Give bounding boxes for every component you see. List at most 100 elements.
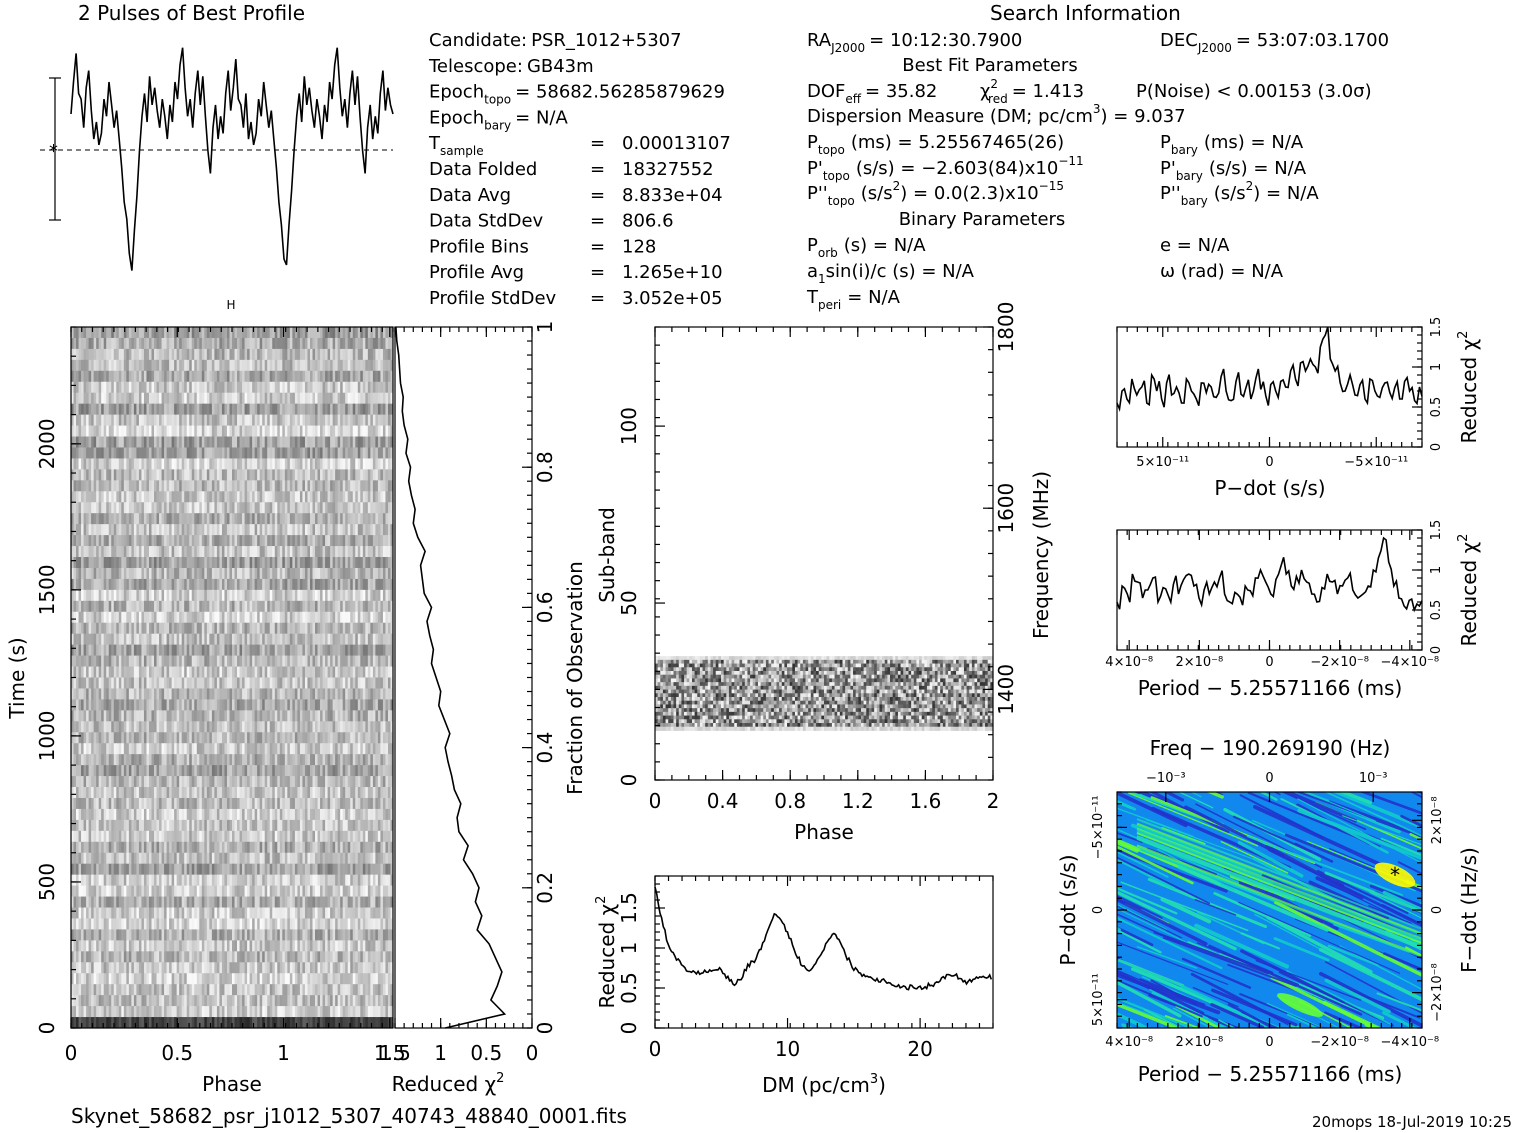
info-porb: Porb (s) = N/A [807, 235, 926, 260]
time-phase-ticks: 0 0.5 1 1.5 0 500 1000 1500 2000 [35, 326, 406, 1065]
subband-ylabel: Sub-band [595, 507, 619, 603]
pdot-ylabel: Reduced χ2 [1456, 331, 1481, 444]
tick-label: 500 [35, 863, 59, 901]
tick-label: 0.4 [533, 732, 557, 764]
ppdot-plot: * 4×10⁻⁸ 2×10⁻⁸ 0 −2×10⁻⁸ −4×10⁻⁸ −10⁻³ 0 10⁻³ 5… [1056, 736, 1481, 1086]
tick-label: 1.2 [842, 789, 874, 813]
tick-label: 2×10⁻⁸ [1175, 1035, 1223, 1050]
ppdot-xlabel: Period − 5.25571166 (ms) [1138, 1062, 1403, 1086]
info-pddbary: P''bary (s/s2) = N/A [1160, 179, 1319, 208]
tick-label: −10⁻³ [1146, 771, 1186, 786]
tick-label: −5×10⁻¹¹ [1091, 795, 1106, 859]
tick-label: 2×10⁻⁸ [1175, 655, 1223, 670]
pdot-series-line [1116, 326, 1423, 413]
profile-mean-marker: * [49, 141, 58, 162]
search-info-title: Search Information [990, 1, 1181, 25]
info-pbary: Pbary (ms) = N/A [1160, 132, 1304, 157]
pdot-ticks: 5×10⁻¹¹ 0 −5×10⁻¹¹ 0 0.5 1 1.5 [1116, 317, 1444, 470]
tick-label: 0 [526, 1041, 539, 1065]
tick-label: 0.2 [533, 872, 557, 904]
tick-label: 0 [649, 1037, 662, 1061]
info-pnoise: P(Noise) < 0.00153 (3.0σ) [1136, 81, 1372, 102]
pdot-chi2-plot: 5×10⁻¹¹ 0 −5×10⁻¹¹ 0 0.5 1 1.5 P−dot (s/s) Red… [1116, 317, 1481, 500]
period-chi2-plot: 4×10⁻⁸ 2×10⁻⁸ 0 −2×10⁻⁸ −4×10⁻⁸00.511.5 Peri… [1105, 520, 1481, 700]
info-dec: DECJ2000 = 53:07:03.1700 [1160, 30, 1389, 55]
tick-label: 1 [434, 1041, 447, 1065]
phase-cursor-marker: H [226, 298, 235, 312]
tick-label: 1000 [35, 710, 59, 761]
tick-label: −2×10⁻⁸ [1310, 655, 1369, 670]
time-phase-heatmap [71, 327, 394, 1029]
tick-label: 1 [1429, 363, 1444, 371]
tick-label: 0.8 [533, 451, 557, 483]
period-ylabel: Reduced χ2 [1456, 534, 1481, 647]
tick-label: 0.6 [533, 591, 557, 623]
tick-label: 0 [65, 1041, 78, 1065]
ppdot-title: Freq − 190.269190 (Hz) [1150, 736, 1391, 760]
tick-label: −4×10⁻⁸ [1380, 1035, 1439, 1050]
info-omega: ω (rad) = N/A [1160, 261, 1284, 282]
tick-label: 1800 [994, 302, 1018, 353]
tick-label: 1 [533, 321, 557, 334]
tick-label: 0 [1091, 906, 1106, 914]
period-ticks: 4×10⁻⁸ 2×10⁻⁸ 0 −2×10⁻⁸ −4×10⁻⁸00.511.5 [1105, 520, 1444, 670]
info-left-row: Profile Avg = 1.265e+10 [429, 262, 723, 283]
dm-series-line [654, 886, 993, 991]
dm-ticks: 0 10 20 0 0.5 1 1.5 [617, 875, 994, 1061]
info-pdbary: P'bary (s/s) = N/A [1160, 158, 1307, 183]
ppdot-ticks: 4×10⁻⁸ 2×10⁻⁸ 0 −2×10⁻⁸ −4×10⁻⁸ −10⁻³ 0 10⁻³ 5×1… [1091, 771, 1445, 1050]
tick-label: −2×10⁻⁸ [1310, 1035, 1369, 1050]
tick-label: 0 [1265, 655, 1273, 670]
tick-label: 1.5 [1429, 317, 1444, 338]
pdot-axes [1116, 326, 1423, 448]
tick-label: 0 [1430, 906, 1445, 914]
tick-label: 0 [617, 1022, 641, 1035]
footer-timestamp: 20mops 18-Jul-2019 10:25 [1312, 1113, 1512, 1131]
info-dm: Dispersion Measure (DM; pc/cm3) = 9.037 [807, 102, 1186, 127]
info-pdtopo: P'topo (s/s) = −2.603(84)x10−11 [807, 154, 1084, 183]
pdot-xlabel: P−dot (s/s) [1214, 476, 1325, 500]
tick-label: 1 [1429, 566, 1444, 574]
tick-label: 0 [1429, 443, 1444, 451]
tick-label: 0.5 [1429, 397, 1444, 418]
ppdot-best-marker: * [1390, 863, 1400, 887]
tick-label: 0.5 [470, 1041, 502, 1065]
tick-label: 5×10⁻¹¹ [1091, 973, 1106, 1026]
tick-label: 2×10⁻⁸ [1430, 796, 1445, 844]
tick-label: 0.5 [161, 1041, 193, 1065]
profile-series-line [70, 47, 394, 271]
tick-label: 1 [617, 942, 641, 955]
info-left-row: Data Avg = 8.833e+04 [429, 185, 723, 206]
dm-axes [654, 875, 994, 1029]
tick-label: 4×10⁻⁸ [1105, 1035, 1153, 1050]
tick-label: −5×10⁻¹¹ [1344, 455, 1408, 470]
time-chi2-xlabel: Reduced χ2 [392, 1071, 505, 1096]
tick-label: 1400 [994, 664, 1018, 715]
ppdot-ylabel: P−dot (s/s) [1056, 854, 1080, 965]
time-chi2-ticks: 1.5 1 0.5 0 0 0.2 0.4 0.6 0.8 1 [379, 321, 557, 1065]
info-left-row: Profile StdDev = 3.052e+05 [429, 288, 723, 309]
info-tperi: Tperi = N/A [806, 287, 901, 312]
subband-y2label: Frequency (MHz) [1029, 471, 1053, 639]
tick-label: 2 [987, 789, 1000, 813]
tick-label: 1.6 [909, 789, 941, 813]
ppdot-heatmap [1117, 792, 1422, 1028]
subband-heatmap [655, 656, 994, 731]
tick-label: 0.4 [707, 789, 739, 813]
tick-label: 1.5 [374, 1041, 406, 1065]
best-fit-title: Best Fit Parameters [902, 55, 1077, 76]
binary-title: Binary Parameters [899, 209, 1066, 230]
tick-label: 50 [617, 590, 641, 615]
tick-label: 0.8 [774, 789, 806, 813]
tick-label: 1.5 [1429, 520, 1444, 541]
info-dof: DOFeff = 35.82 [807, 81, 937, 106]
tick-label: 0 [1429, 646, 1444, 654]
tick-label: 0 [1265, 455, 1273, 470]
tick-label: 1.5 [379, 1041, 411, 1065]
info-ptopo: Ptopo (ms) = 5.25567465(26) [807, 132, 1064, 157]
tick-label: 0.5 [617, 972, 641, 1004]
time-phase-xlabel: Phase [202, 1072, 262, 1096]
tick-label: −4×10⁻⁸ [1380, 655, 1439, 670]
tick-label: 5×10⁻¹¹ [1136, 455, 1189, 470]
